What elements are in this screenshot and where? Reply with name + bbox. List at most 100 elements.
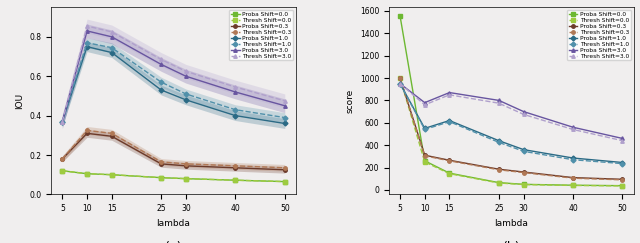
Proba Shift=0.3 — [445, 159, 453, 162]
Thresh Shift=3.0 — [232, 86, 239, 88]
Proba Shift=0.0 — [157, 176, 165, 179]
Line: Thresh Shift=0.0: Thresh Shift=0.0 — [398, 76, 624, 188]
Thresh Shift=0.3 — [619, 178, 627, 181]
Proba Shift=3.0 — [232, 91, 239, 94]
Proba Shift=0.3 — [569, 176, 577, 179]
Proba Shift=1.0 — [83, 45, 91, 48]
Y-axis label: IOU: IOU — [15, 93, 24, 109]
Line: Proba Shift=0.3: Proba Shift=0.3 — [61, 132, 287, 172]
Proba Shift=3.0 — [619, 137, 627, 140]
Proba Shift=0.3 — [232, 166, 239, 169]
Line: Proba Shift=3.0: Proba Shift=3.0 — [398, 82, 624, 140]
Thresh Shift=0.3 — [396, 77, 404, 79]
Line: Thresh Shift=1.0: Thresh Shift=1.0 — [61, 41, 287, 123]
Proba Shift=0.0 — [445, 172, 453, 174]
Proba Shift=3.0 — [108, 35, 116, 38]
Proba Shift=3.0 — [445, 91, 453, 94]
Line: Thresh Shift=0.0: Thresh Shift=0.0 — [61, 169, 287, 183]
Thresh Shift=1.0 — [520, 150, 527, 153]
Thresh Shift=1.0 — [421, 128, 429, 131]
Thresh Shift=0.0 — [569, 184, 577, 187]
Thresh Shift=0.3 — [58, 157, 66, 160]
Thresh Shift=0.3 — [232, 164, 239, 167]
Thresh Shift=0.3 — [281, 166, 289, 169]
Thresh Shift=1.0 — [281, 116, 289, 119]
Line: Proba Shift=1.0: Proba Shift=1.0 — [398, 82, 624, 164]
Proba Shift=0.0 — [182, 177, 189, 180]
Proba Shift=1.0 — [569, 156, 577, 159]
Thresh Shift=0.0 — [182, 177, 189, 180]
Line: Proba Shift=0.0: Proba Shift=0.0 — [61, 169, 287, 183]
Proba Shift=0.0 — [495, 181, 503, 184]
Thresh Shift=1.0 — [569, 158, 577, 161]
Proba Shift=0.3 — [157, 162, 165, 165]
X-axis label: lambda: lambda — [157, 219, 191, 228]
Proba Shift=1.0 — [396, 82, 404, 85]
Thresh Shift=3.0 — [83, 25, 91, 27]
Y-axis label: score: score — [345, 89, 355, 113]
Proba Shift=3.0 — [421, 101, 429, 104]
Thresh Shift=3.0 — [396, 82, 404, 85]
Proba Shift=0.3 — [421, 154, 429, 157]
Thresh Shift=1.0 — [232, 108, 239, 111]
Proba Shift=0.3 — [108, 135, 116, 138]
Line: Proba Shift=0.3: Proba Shift=0.3 — [398, 76, 624, 181]
Thresh Shift=0.0 — [108, 173, 116, 176]
Thresh Shift=3.0 — [281, 99, 289, 102]
Proba Shift=1.0 — [182, 98, 189, 101]
Thresh Shift=0.3 — [108, 132, 116, 135]
Proba Shift=0.3 — [396, 77, 404, 79]
Thresh Shift=0.0 — [157, 176, 165, 179]
Proba Shift=0.0 — [58, 169, 66, 172]
Proba Shift=0.0 — [421, 159, 429, 162]
Thresh Shift=1.0 — [108, 46, 116, 49]
Thresh Shift=3.0 — [495, 102, 503, 105]
Thresh Shift=1.0 — [58, 120, 66, 123]
Thresh Shift=3.0 — [182, 70, 189, 73]
Line: Thresh Shift=1.0: Thresh Shift=1.0 — [398, 82, 624, 165]
Proba Shift=3.0 — [396, 82, 404, 85]
Thresh Shift=0.0 — [232, 179, 239, 182]
Thresh Shift=0.0 — [58, 169, 66, 172]
Thresh Shift=3.0 — [445, 93, 453, 96]
Proba Shift=1.0 — [495, 139, 503, 142]
Proba Shift=0.3 — [495, 168, 503, 171]
Proba Shift=1.0 — [619, 161, 627, 164]
Proba Shift=0.3 — [83, 132, 91, 135]
Thresh Shift=0.0 — [619, 184, 627, 187]
Thresh Shift=3.0 — [520, 113, 527, 116]
Thresh Shift=1.0 — [182, 93, 189, 95]
Thresh Shift=3.0 — [569, 128, 577, 131]
Thresh Shift=1.0 — [619, 162, 627, 165]
Proba Shift=3.0 — [569, 126, 577, 129]
Thresh Shift=0.3 — [421, 154, 429, 157]
Thresh Shift=0.3 — [83, 129, 91, 132]
Line: Thresh Shift=0.3: Thresh Shift=0.3 — [398, 76, 624, 182]
Proba Shift=3.0 — [495, 99, 503, 102]
Proba Shift=1.0 — [58, 120, 66, 123]
Line: Proba Shift=1.0: Proba Shift=1.0 — [61, 45, 287, 125]
Proba Shift=0.3 — [520, 171, 527, 174]
Thresh Shift=1.0 — [83, 41, 91, 44]
Text: (a): (a) — [165, 241, 182, 243]
Line: Thresh Shift=3.0: Thresh Shift=3.0 — [398, 82, 624, 142]
Thresh Shift=0.3 — [520, 171, 527, 174]
Line: Proba Shift=3.0: Proba Shift=3.0 — [61, 29, 287, 123]
Thresh Shift=1.0 — [445, 120, 453, 123]
Thresh Shift=3.0 — [619, 139, 627, 142]
Proba Shift=0.0 — [108, 173, 116, 176]
Thresh Shift=0.0 — [281, 180, 289, 183]
Proba Shift=3.0 — [520, 110, 527, 113]
Proba Shift=1.0 — [421, 127, 429, 130]
Proba Shift=3.0 — [83, 29, 91, 32]
Proba Shift=0.0 — [520, 183, 527, 186]
Line: Thresh Shift=0.3: Thresh Shift=0.3 — [61, 129, 287, 170]
Thresh Shift=1.0 — [157, 81, 165, 84]
X-axis label: lambda: lambda — [494, 219, 528, 228]
Proba Shift=1.0 — [445, 119, 453, 122]
Thresh Shift=1.0 — [396, 82, 404, 85]
Proba Shift=0.0 — [396, 14, 404, 17]
Proba Shift=1.0 — [281, 122, 289, 125]
Thresh Shift=0.3 — [182, 162, 189, 165]
Thresh Shift=3.0 — [58, 120, 66, 123]
